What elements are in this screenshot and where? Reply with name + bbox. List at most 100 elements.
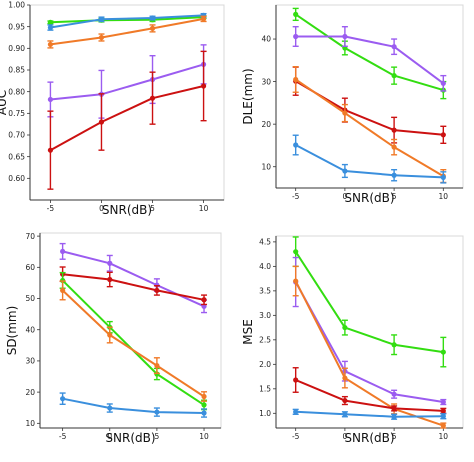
mse-blue-line [295, 410, 444, 418]
auc-green-line [50, 16, 204, 24]
mse-series-red [292, 367, 447, 415]
dle-purple-point [293, 33, 299, 40]
mse-purple-point [391, 391, 397, 397]
mse-orange-point [293, 278, 299, 284]
auc-blue-point [98, 16, 105, 22]
auc-y-tick-label: 0.75 [8, 109, 25, 118]
dle-red-line [295, 80, 444, 136]
mse-green-line [294, 251, 444, 354]
auc-red-point [149, 95, 156, 101]
dle-series-blue [292, 134, 447, 184]
dle-x-tick-label: 0 [343, 192, 348, 201]
auc-x-tick-label: 10 [199, 204, 209, 213]
auc-orange-point [149, 25, 156, 31]
sd-series-blue [59, 392, 208, 418]
mse-y-tick-label: 2.0 [259, 360, 271, 369]
mse-blue-point [293, 409, 299, 415]
mse-y-tick-label: 1.5 [259, 385, 271, 394]
dle-blue-point [440, 174, 446, 180]
mse-series-green [292, 236, 447, 368]
dle-series-red [292, 66, 447, 145]
auc-blue-point [47, 24, 54, 31]
mse-green-point [391, 342, 397, 348]
dle-y-tick-label: 40 [261, 35, 271, 44]
sd-y-tick-label: 10 [25, 419, 35, 428]
auc-red-point [47, 147, 54, 153]
sd-purple-point [107, 260, 113, 266]
dle-red-point [440, 132, 446, 138]
sd-y-tick-label: 40 [25, 325, 35, 334]
mse-chart-panel: 1.0 1.5 2.0 2.5 3.0 3.5 4.0 4.5 -5 0 5 10 SNR(dB) MSE [241, 235, 464, 445]
dle-chart-panel: 10 20 30 40 -5 0 5 10 SNR(dB) DLE(mm) [241, 4, 464, 205]
dle-green-line [295, 13, 444, 92]
mse-x-tick-label: 10 [439, 432, 449, 441]
auc-x-tick-label: 0 [99, 204, 104, 213]
mse-green-point [293, 249, 299, 255]
auc-orange-line [50, 17, 204, 46]
dle-red-point [391, 127, 397, 133]
dle-x-tick-label: 5 [392, 192, 397, 201]
dle-green-point [293, 11, 299, 17]
sd-x-tick-label: 0 [107, 432, 112, 441]
auc-y-tick-label: 0.80 [8, 87, 25, 96]
mse-y-axis-title: MSE [241, 319, 255, 345]
sd-y-tick-label: 70 [25, 232, 35, 241]
mse-y-tick-label: 4.0 [259, 262, 271, 271]
sd-red-line [62, 273, 205, 301]
auc-y-tick-label: 1.00 [8, 1, 25, 10]
mse-red-point [391, 405, 397, 412]
dle-blue-line [295, 144, 444, 179]
auc-x-tick-label: -5 [47, 204, 55, 213]
sd-x-axis-title: SNR(dB) [105, 431, 155, 445]
dle-x-axis-title: SNR(dB) [344, 191, 394, 205]
auc-series-purple [47, 44, 207, 119]
mse-orange-point [440, 422, 446, 429]
sd-y-tick-label: 30 [25, 357, 35, 366]
sd-red-point [107, 276, 113, 283]
sd-blue-line [62, 397, 205, 414]
auc-series-red [47, 50, 207, 190]
dle-blue-point [342, 168, 348, 174]
sd-green-line [61, 279, 205, 406]
dle-green-point [391, 73, 397, 79]
auc-orange-point [98, 34, 105, 41]
mse-purple-line [294, 281, 444, 403]
mse-purple-point [440, 399, 446, 405]
dle-y-tick-label: 30 [261, 77, 271, 86]
auc-green-point [47, 19, 54, 25]
sd-purple-point [60, 248, 66, 255]
sd-blue-point [201, 410, 207, 416]
auc-y-tick-label: 0.70 [8, 131, 25, 140]
dle-orange-point [342, 110, 348, 116]
sd-x-tick-label: 10 [199, 432, 209, 441]
mse-green-point [342, 324, 348, 331]
mse-series-purple [292, 256, 447, 406]
auc-orange-point [47, 41, 54, 48]
dle-purple-point [342, 33, 348, 40]
sd-red-point [154, 287, 160, 294]
dle-purple-point [440, 80, 446, 86]
auc-red-point [98, 119, 105, 125]
auc-x-tick-label: 5 [150, 204, 155, 213]
auc-y-tick-label: 0.60 [8, 174, 25, 183]
auc-y-tick-label: 0.90 [8, 44, 25, 53]
mse-y-tick-label: 1.0 [259, 409, 271, 418]
mse-blue-point [391, 414, 397, 420]
auc-y-tick-label: 0.85 [8, 66, 25, 75]
auc-plot-frame [29, 4, 225, 201]
mse-orange-point [342, 375, 348, 381]
sd-purple-line [62, 250, 205, 308]
sd-series-orange [59, 280, 208, 402]
dle-orange-point [293, 76, 299, 83]
mse-green-point [440, 349, 446, 355]
dle-blue-point [293, 142, 299, 148]
auc-orange-point [200, 16, 207, 22]
dle-blue-point [391, 172, 397, 178]
mse-red-point [342, 397, 348, 404]
dle-series-purple [292, 26, 447, 92]
sd-blue-point [154, 409, 160, 415]
sd-orange-point [201, 393, 207, 400]
mse-y-tick-label: 4.5 [259, 238, 271, 247]
auc-y-tick-label: 0.95 [8, 22, 25, 31]
sd-y-axis-title: SD(mm) [5, 306, 19, 356]
